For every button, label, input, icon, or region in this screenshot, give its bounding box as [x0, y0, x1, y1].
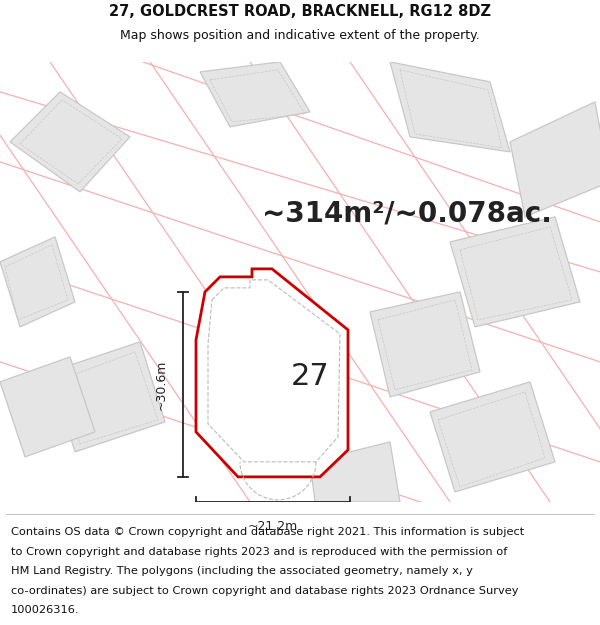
Text: ~21.2m: ~21.2m [248, 521, 298, 533]
Text: 27, GOLDCREST ROAD, BRACKNELL, RG12 8DZ: 27, GOLDCREST ROAD, BRACKNELL, RG12 8DZ [109, 4, 491, 19]
Polygon shape [0, 237, 75, 327]
Text: Contains OS data © Crown copyright and database right 2021. This information is : Contains OS data © Crown copyright and d… [11, 527, 524, 537]
Polygon shape [200, 62, 310, 127]
Polygon shape [0, 357, 95, 457]
Text: 27: 27 [290, 362, 329, 391]
Polygon shape [390, 62, 510, 152]
Text: ~30.6m: ~30.6m [155, 359, 167, 409]
Polygon shape [450, 217, 580, 327]
Text: HM Land Registry. The polygons (including the associated geometry, namely x, y: HM Land Registry. The polygons (includin… [11, 566, 473, 576]
Text: co-ordinates) are subject to Crown copyright and database rights 2023 Ordnance S: co-ordinates) are subject to Crown copyr… [11, 586, 518, 596]
Polygon shape [10, 92, 130, 192]
Polygon shape [430, 382, 555, 492]
Text: 100026316.: 100026316. [11, 605, 79, 615]
Polygon shape [370, 292, 480, 397]
Polygon shape [50, 342, 165, 452]
Text: Map shows position and indicative extent of the property.: Map shows position and indicative extent… [120, 29, 480, 42]
Polygon shape [196, 269, 348, 477]
Text: to Crown copyright and database rights 2023 and is reproduced with the permissio: to Crown copyright and database rights 2… [11, 547, 507, 557]
Polygon shape [510, 102, 600, 217]
Polygon shape [310, 442, 400, 502]
Text: ~314m²/~0.078ac.: ~314m²/~0.078ac. [262, 200, 552, 228]
